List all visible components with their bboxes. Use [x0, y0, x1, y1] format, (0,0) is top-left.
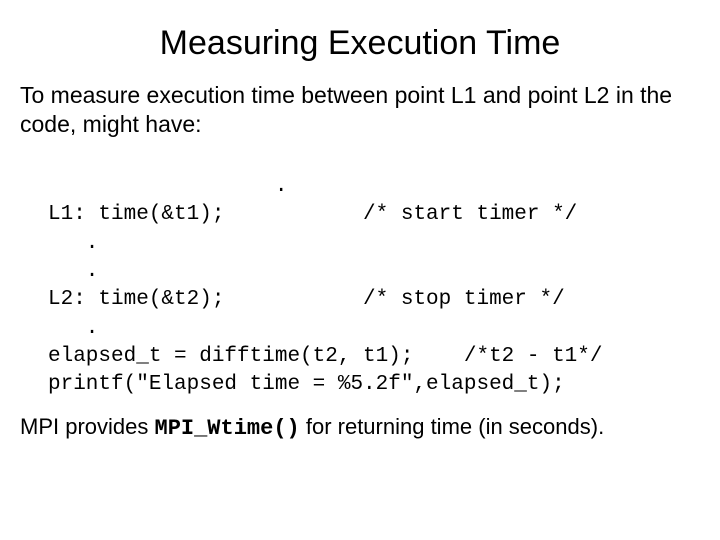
- code-line: .: [48, 260, 98, 283]
- code-line: .: [48, 232, 98, 255]
- code-line: L2: time(&t2); /* stop timer */: [48, 288, 565, 311]
- code-line: elapsed_t = difftime(t2, t1); /*t2 - t1*…: [48, 345, 603, 368]
- code-line: printf("Elapsed time = %5.2f",elapsed_t)…: [48, 373, 565, 396]
- outro-code: MPI_Wtime(): [155, 416, 300, 441]
- intro-text: To measure execution time between point …: [20, 81, 700, 139]
- code-line: .: [48, 317, 98, 340]
- code-block: . L1: time(&t1); /* start timer */ . . L…: [48, 145, 720, 400]
- outro-pre: MPI provides: [20, 414, 155, 439]
- code-line: L1: time(&t1); /* start timer */: [48, 203, 577, 226]
- outro-text: MPI provides MPI_Wtime() for returning t…: [20, 414, 700, 441]
- slide-title: Measuring Execution Time: [0, 24, 720, 63]
- code-line: .: [48, 175, 287, 198]
- outro-post: for returning time (in seconds).: [300, 414, 604, 439]
- slide: Measuring Execution Time To measure exec…: [0, 24, 720, 540]
